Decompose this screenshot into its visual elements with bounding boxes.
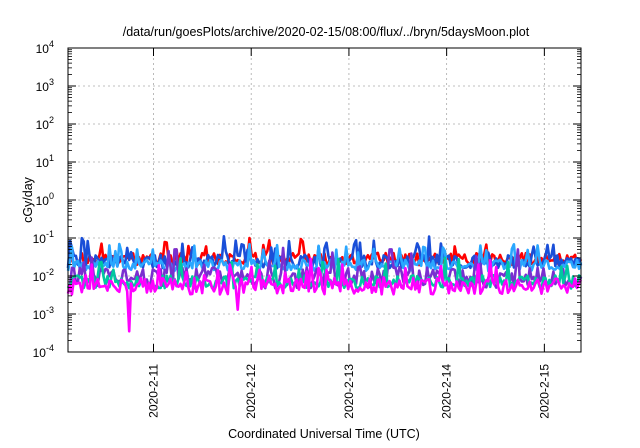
chart-title: /data/run/goesPlots/archive/2020-02-15/0… bbox=[123, 25, 530, 39]
y-tick-label: 102 bbox=[36, 115, 54, 132]
y-tick-label: 101 bbox=[36, 153, 54, 170]
series-line bbox=[66, 242, 583, 273]
x-tick-label: 2020-2-11 bbox=[147, 364, 161, 418]
y-tick-label: 100 bbox=[36, 191, 54, 208]
series-group bbox=[66, 235, 583, 333]
x-tick-label: 2020-2-12 bbox=[244, 364, 258, 419]
x-axis-label: Coordinated Universal Time (UTC) bbox=[228, 427, 420, 441]
x-axis: 2020-2-11 2020-2-12 2020-2-13 2020-2-14 2020… bbox=[147, 48, 551, 419]
y-axis-label: cGy/day bbox=[21, 176, 35, 223]
y-tick-label: 10-2 bbox=[33, 267, 54, 284]
y-tick-label: 104 bbox=[36, 39, 54, 56]
y-tick-label: 103 bbox=[36, 77, 54, 94]
grid bbox=[68, 48, 581, 352]
series-line bbox=[66, 257, 583, 333]
x-tick-label: 2020-2-15 bbox=[537, 364, 551, 419]
x-tick-label: 2020-2-14 bbox=[440, 364, 454, 419]
y-tick-label: 10-3 bbox=[33, 305, 54, 322]
y-tick-label: 10-1 bbox=[33, 229, 54, 246]
y-tick-label: 10-4 bbox=[33, 343, 54, 360]
y-axis: 10-4 10-3 10-2 10-1 100 101 102 103 104 bbox=[33, 39, 581, 360]
x-tick-label: 2020-2-13 bbox=[342, 364, 356, 419]
